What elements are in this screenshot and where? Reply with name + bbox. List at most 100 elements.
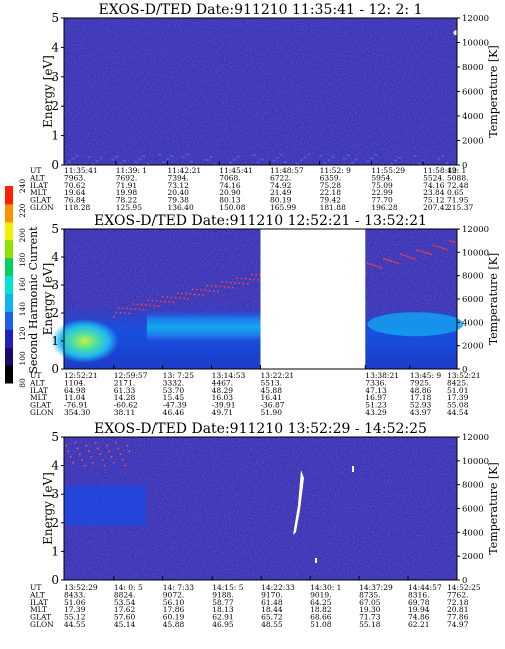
colorbar-swatch [5, 221, 13, 241]
table-cell: 53.70 [163, 386, 185, 395]
table-cell: 16.03 [212, 393, 234, 402]
temperature-point [257, 279, 260, 281]
temperature-point [136, 303, 139, 306]
temperature-point [78, 453, 81, 456]
spectrogram-cell [394, 159, 398, 162]
spectrogram-cell [138, 158, 142, 161]
y-tick-label: 0 [51, 158, 59, 172]
table-cell: 20.40 [167, 188, 189, 197]
colorbar-swatch [5, 186, 13, 205]
colorbar-tick-label: 120 [18, 326, 27, 341]
table-cell: 14:52:25 [447, 583, 481, 592]
temperature-point [123, 312, 126, 315]
table-cell: 72.48 [447, 181, 469, 190]
table-cell: 20.90 [219, 188, 241, 197]
chart-panel-3: EXOS-D/TED Date:911210 13:52:29 - 14:52:… [29, 421, 500, 629]
temperature-point [223, 286, 226, 288]
temperature-point [411, 257, 414, 259]
temperature-point [444, 248, 447, 250]
table-cell: 9072. [163, 590, 184, 599]
spectrogram-cell [343, 157, 347, 160]
colorbar-tick-label: 180 [18, 252, 27, 267]
table-cell: 52.93 [410, 401, 432, 410]
table-cell: 79.38 [167, 196, 189, 205]
table-cell: 17.39 [64, 605, 86, 614]
table-cell: 7068. [219, 173, 240, 182]
colorbar-swatch [5, 203, 13, 223]
spectrogram-cell [75, 154, 79, 157]
table-cell: 75.28 [320, 181, 342, 190]
y-axis-label: Energy [eV] [41, 472, 55, 545]
spectrogram-cell [260, 158, 264, 161]
colorbar-tick-label: 240 [18, 179, 27, 194]
temperature-point [155, 300, 158, 302]
temperature-point [425, 251, 428, 254]
temperature-point [115, 441, 117, 444]
table-cell: 69.78 [408, 598, 430, 607]
temperature-point [128, 450, 131, 453]
spectrogram-cell [413, 155, 417, 158]
temperature-point [166, 296, 169, 298]
table-cell: 75.12 [423, 196, 445, 205]
temperature-point [97, 447, 99, 450]
temperature-point [432, 244, 435, 247]
temperature-point [234, 282, 236, 284]
table-row-label: GLON [30, 620, 54, 629]
table-cell: 14:30: 1 [310, 583, 341, 592]
table-cell: 18.82 [310, 605, 332, 614]
temperature-point [65, 444, 68, 447]
temperature-point [253, 278, 256, 281]
table-cell: 38.11 [114, 408, 135, 417]
colorbar-swatch [5, 329, 13, 348]
table-cell: -39.91 [212, 401, 236, 410]
table-cell: -60.62 [114, 401, 138, 410]
y2-tick-label: 8000 [462, 272, 484, 282]
spectrogram-hotspot [50, 319, 119, 363]
temperature-point [206, 284, 209, 287]
table-row-label: MLT [30, 605, 47, 614]
table-row-label: ILAT [30, 598, 48, 607]
y-tick-label: 4 [51, 250, 59, 264]
temperature-point [101, 458, 104, 461]
y-tick-label: 1 [51, 334, 59, 348]
table-cell: 1104. [64, 378, 85, 387]
temperature-point [121, 458, 124, 461]
spectrogram-cell [323, 162, 327, 165]
table-cell: 14: 7:33 [163, 583, 195, 592]
table-cell: 19.94 [408, 605, 430, 614]
table-row-label: ALT [29, 590, 45, 599]
table-cell: 49.71 [212, 408, 233, 417]
temperature-point [198, 293, 200, 296]
table-cell: 5513. [261, 378, 282, 387]
temperature-point [83, 464, 86, 467]
spectrogram-cell [71, 157, 75, 160]
spectrogram-cell [354, 158, 358, 161]
spectrogram-cell [350, 161, 354, 164]
table-cell: 74.86 [408, 613, 430, 622]
spectrogram-cell [115, 155, 119, 158]
table-cell: 14:44:57 [408, 583, 442, 592]
temperature-point [413, 257, 416, 260]
spectrogram-point [453, 30, 459, 36]
y2-tick-label: 2000 [462, 342, 484, 352]
table-cell: 13:38:21 [365, 371, 399, 380]
spectrogram-cell [209, 156, 213, 159]
table-cell: 56.10 [163, 598, 185, 607]
table-cell: 18.13 [212, 605, 234, 614]
spectrogram-cell [213, 163, 217, 166]
y2-tick-label: 4000 [462, 112, 484, 122]
temperature-point [232, 286, 234, 289]
temperature-point [369, 263, 371, 266]
temperature-point [404, 254, 407, 257]
temperature-point [423, 251, 425, 253]
colorbar-label: Second Harmonic Current [27, 226, 40, 374]
spectrogram-cell [390, 162, 394, 165]
table-cell: 196.28 [371, 203, 397, 212]
y2-tick-label: 10000 [462, 457, 489, 467]
colorbar-swatch [5, 293, 13, 312]
temperature-point [125, 307, 128, 310]
temperature-point [420, 250, 423, 253]
colorbar-tick-label: 80 [18, 378, 27, 388]
table-cell: 43.29 [365, 408, 387, 417]
